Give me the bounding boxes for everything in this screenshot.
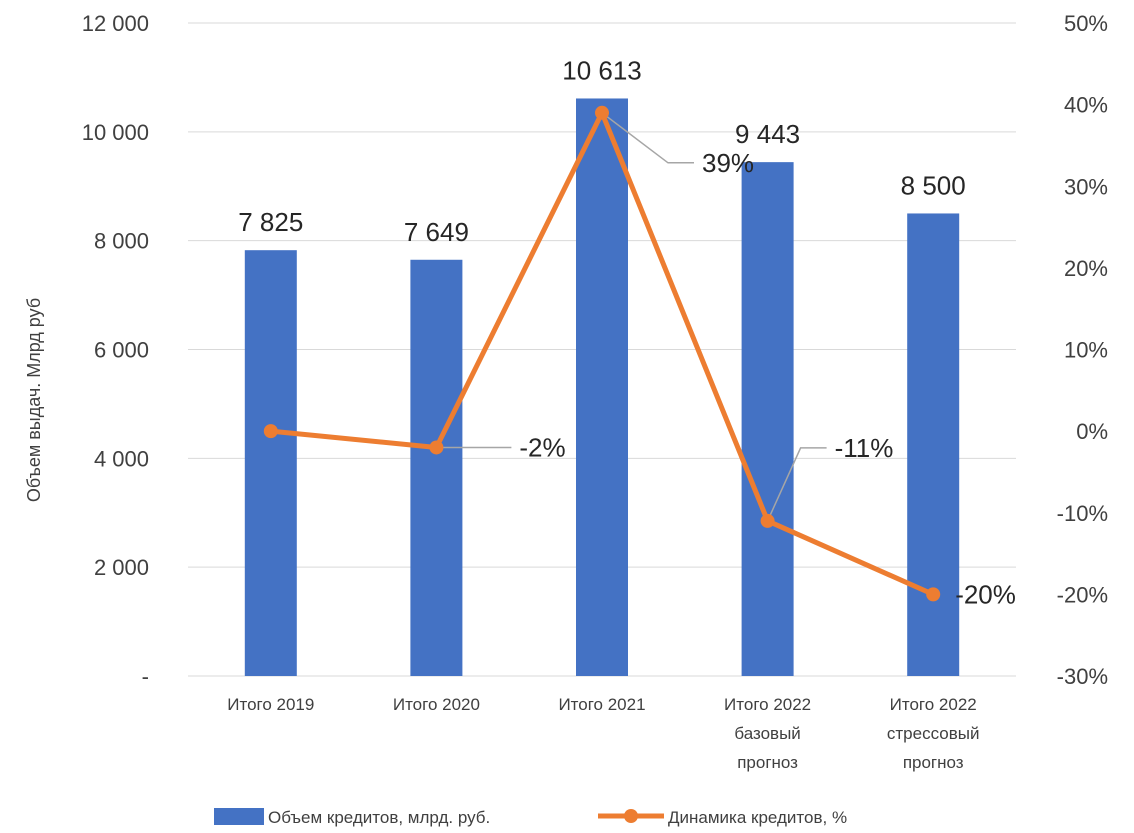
line-point — [595, 105, 609, 120]
legend-swatch-bar — [214, 808, 264, 825]
bar-value-label: 10 613 — [562, 55, 642, 85]
line-value-label: 39% — [702, 148, 754, 178]
bar-value-label: 7 825 — [238, 207, 303, 237]
line-point — [926, 587, 941, 602]
bar — [244, 250, 297, 677]
y2-tick-label: 0% — [1076, 419, 1108, 444]
line-point — [760, 513, 775, 528]
y2-tick-label: 50% — [1064, 11, 1108, 36]
x-tick-label: базовый — [734, 724, 800, 743]
y2-tick-label: 30% — [1064, 174, 1108, 199]
y2-tick-label: 40% — [1064, 93, 1108, 118]
bar — [410, 259, 463, 676]
y-tick-label: 4 000 — [94, 446, 149, 471]
leader-line — [766, 447, 827, 522]
x-axis: Итого 2019 Итого 2020 Итого 2021 Итого 2022… — [227, 695, 979, 772]
bar-value-label: 7 649 — [404, 217, 469, 247]
x-tick-label: прогноз — [737, 753, 798, 772]
leader-line — [601, 112, 694, 164]
bar — [576, 98, 628, 677]
legend-label-dynamics: Динамика кредитов, % — [668, 808, 847, 827]
x-tick-label: Итого 2021 — [558, 695, 645, 714]
line-value-label: -2% — [519, 432, 565, 462]
y-tick-label: 2 000 — [94, 555, 149, 580]
y-tick-label: 8 000 — [94, 229, 149, 254]
line-point — [429, 440, 444, 455]
x-tick-label: Итого 2022 — [890, 695, 977, 714]
x-tick-label: Итого 2019 — [227, 695, 314, 714]
legend-swatch-marker — [624, 809, 638, 823]
y-axis-left: - 2 000 4 000 6 000 8 000 10 000 12 000 — [82, 11, 149, 689]
x-tick-label: Итого 2020 — [393, 695, 480, 714]
bar-value-label: 9 443 — [735, 119, 800, 149]
y-axis-right: -30% -20% -10% 0% 10% 20% 30% 40% 50% — [1057, 11, 1108, 689]
line-value-label: -11% — [835, 433, 894, 463]
line-value-label: -20% — [955, 579, 1016, 609]
y-tick-label: 10 000 — [82, 120, 149, 145]
y-tick-label: - — [142, 664, 149, 689]
label-leader-lines — [436, 112, 827, 522]
y2-tick-label: -30% — [1057, 664, 1108, 689]
bar-value-label: 8 500 — [901, 170, 966, 200]
y2-tick-label: -20% — [1057, 582, 1108, 607]
bar-series — [244, 98, 960, 677]
y-tick-label: 6 000 — [94, 338, 149, 363]
line-point — [263, 424, 278, 439]
x-tick-label: Итого 2022 — [724, 695, 811, 714]
y-tick-label: 12 000 — [82, 11, 149, 36]
line-series — [263, 105, 941, 602]
y-axis-title: Объем выдач. Млрд руб — [24, 298, 44, 502]
legend-label-volume: Объем кредитов, млрд. руб. — [268, 808, 490, 827]
y2-tick-label: -10% — [1057, 501, 1108, 526]
bar — [741, 162, 794, 676]
x-tick-label: стрессовый — [887, 724, 980, 743]
y2-tick-label: 20% — [1064, 256, 1108, 281]
x-tick-label: прогноз — [903, 753, 964, 772]
bar — [907, 213, 960, 677]
legend: Объем кредитов, млрд. руб. Динамика креди… — [214, 808, 847, 827]
data-labels: 7 825 7 649 10 613 9 443 8 500 -2% 39% -11% -20% — [238, 55, 1016, 609]
y2-tick-label: 10% — [1064, 338, 1108, 363]
